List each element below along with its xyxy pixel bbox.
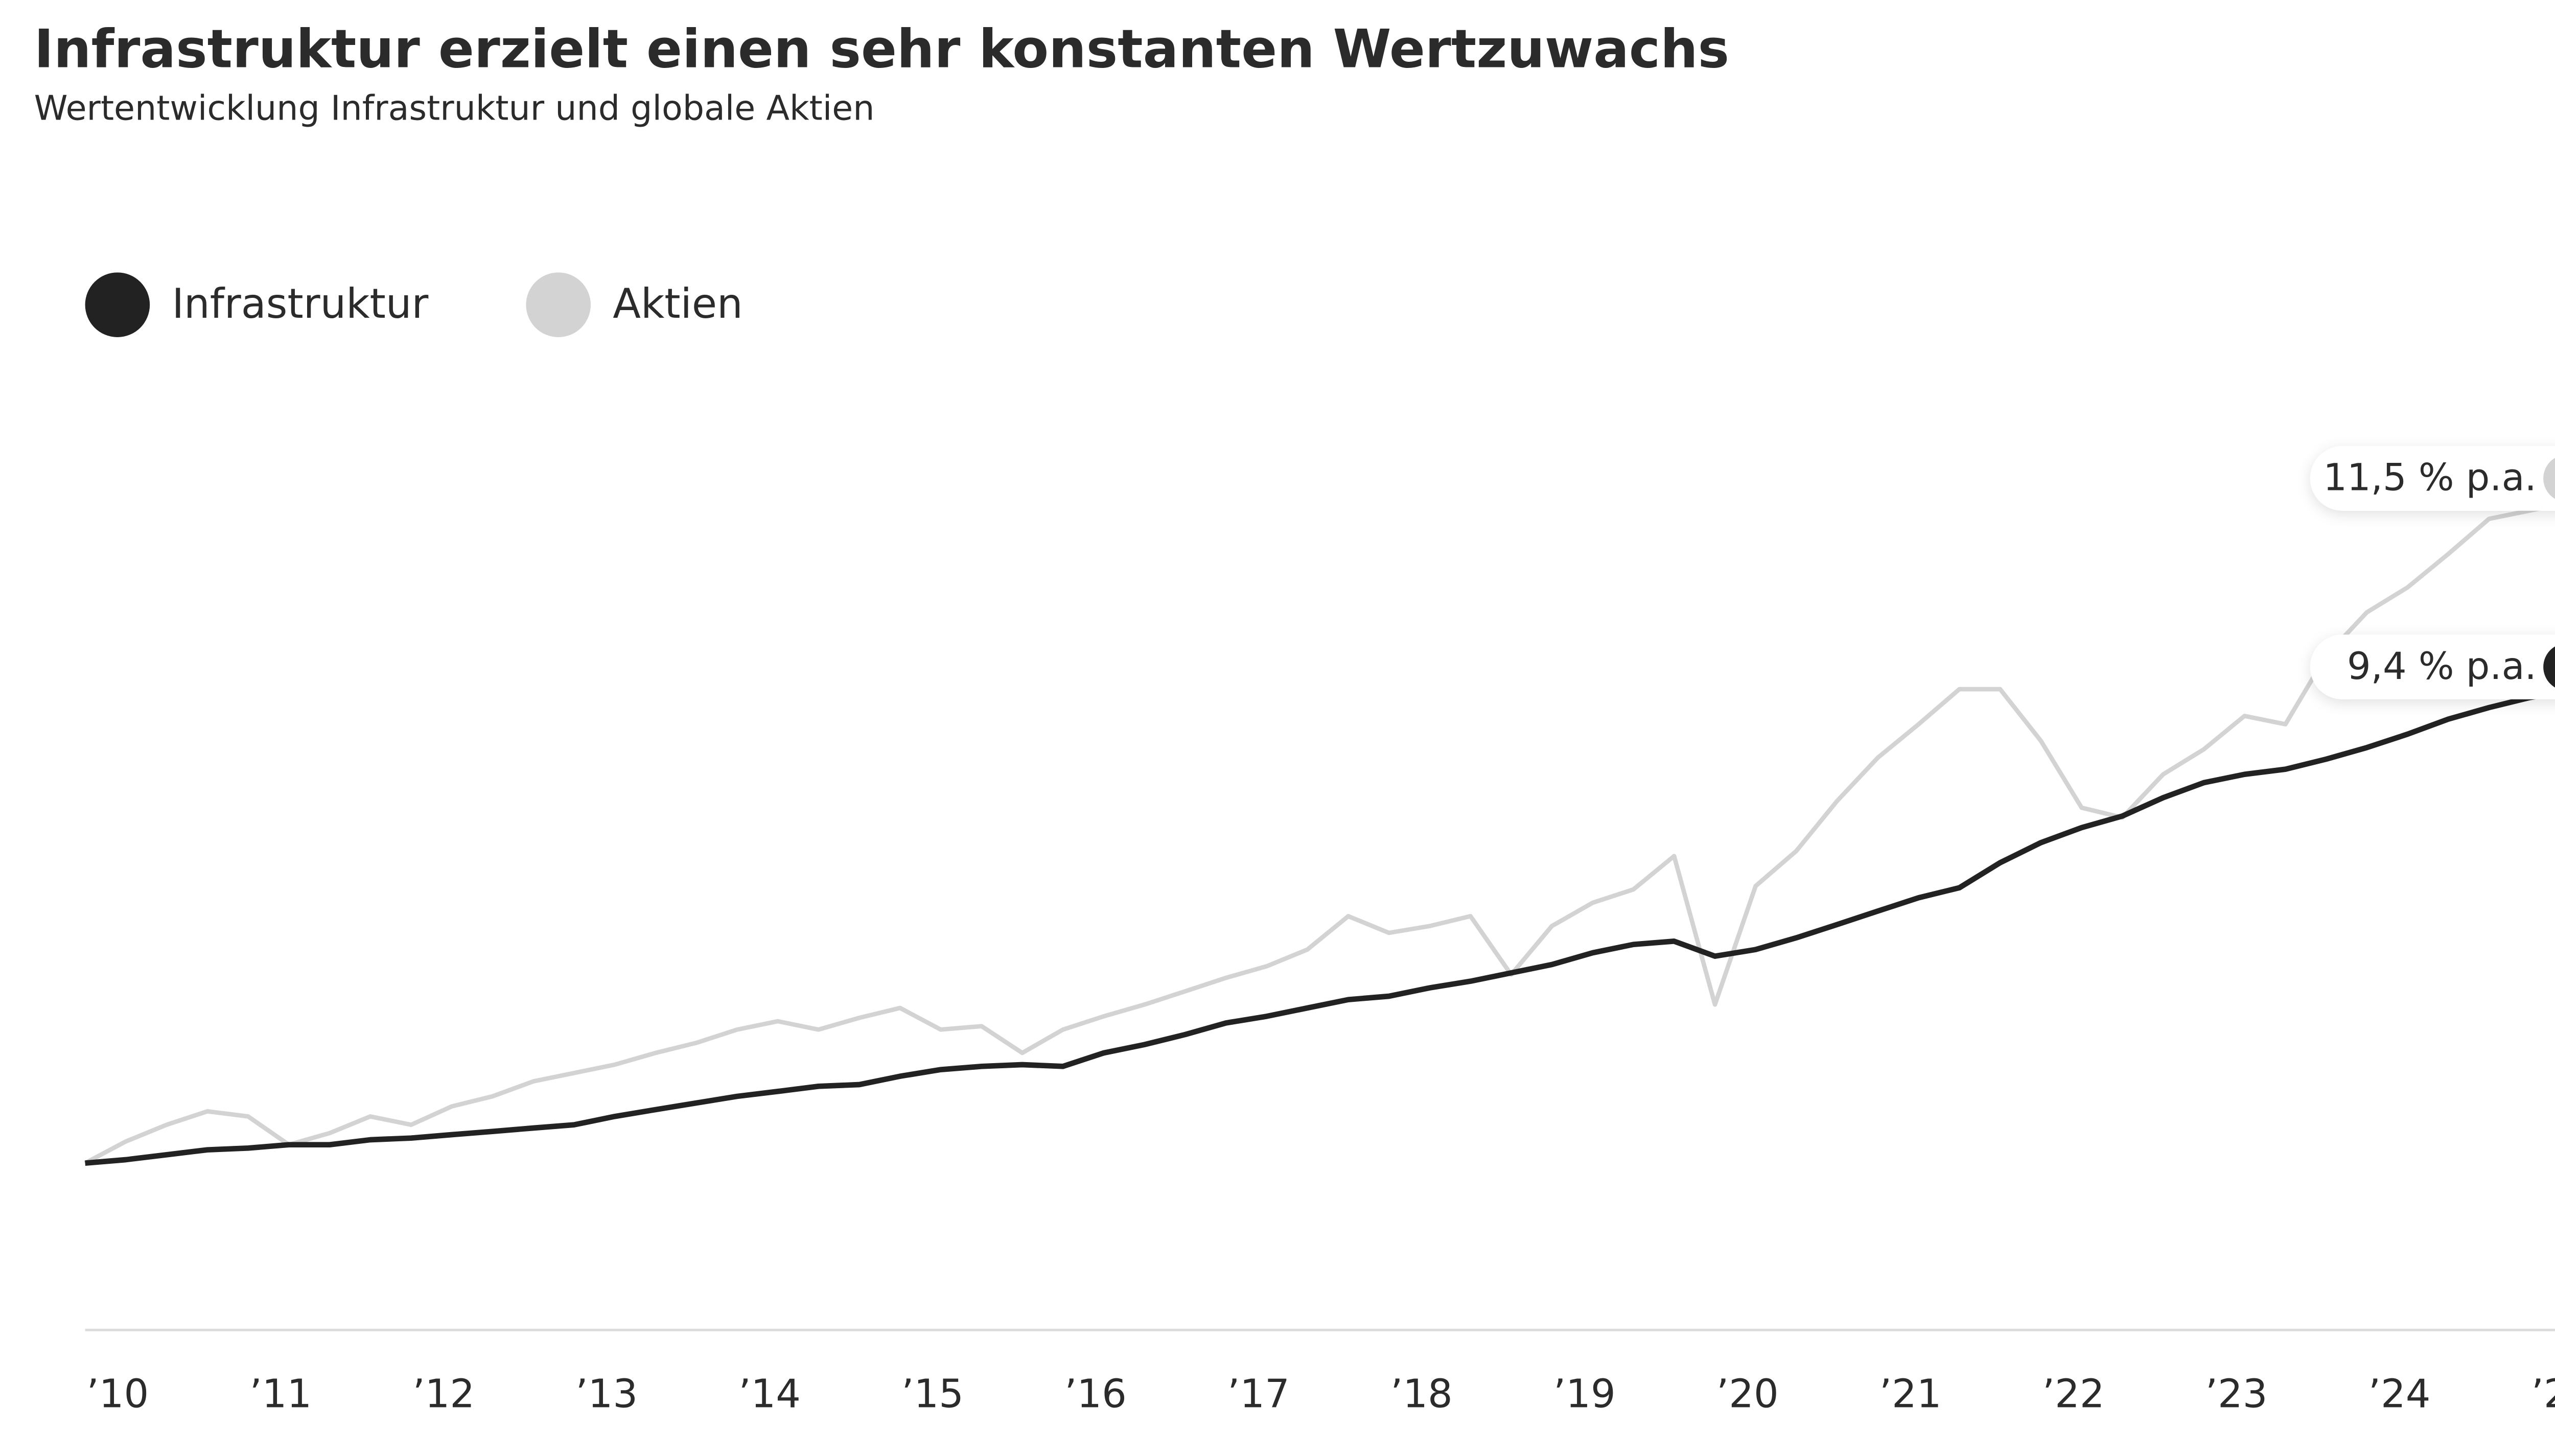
x-tick-label: ’16	[1064, 1371, 1127, 1417]
x-tick-label: ’20	[1716, 1371, 1779, 1417]
end-annotation: 11,5 % p.a.	[2310, 446, 2555, 511]
series-line	[84, 503, 2555, 1165]
legend-label: Aktien	[613, 280, 742, 327]
annotation-pill	[2310, 635, 2555, 699]
x-tick-label: ’23	[2205, 1371, 2268, 1417]
x-tick-label: ’21	[1879, 1371, 1942, 1417]
x-tick-label: ’22	[2042, 1371, 2105, 1417]
legend-label: Infrastruktur	[172, 280, 428, 327]
x-tick-label: ’14	[738, 1371, 801, 1417]
annotation-label: 11,5 % p.a.	[2323, 456, 2536, 500]
annotation-pill	[2310, 446, 2555, 511]
x-tick-label: ’18	[1390, 1371, 1453, 1417]
x-tick-label: ’24	[2368, 1371, 2431, 1417]
annotation-label: 9,4 % p.a.	[2347, 645, 2537, 688]
x-tick-label: ’10	[86, 1371, 149, 1417]
chart-title: Infrastruktur erzielt einen sehr konstan…	[34, 19, 1730, 80]
x-tick-label: ’25	[2531, 1371, 2555, 1417]
legend-marker	[526, 272, 591, 337]
x-tick-label: ’12	[412, 1371, 475, 1417]
x-tick-label: ’15	[901, 1371, 964, 1417]
x-tick-label: ’11	[249, 1371, 312, 1417]
legend-marker	[85, 272, 150, 337]
annotation-dot	[2543, 646, 2555, 688]
x-tick-label: ’13	[575, 1371, 638, 1417]
annotation-dot	[2543, 458, 2555, 499]
x-tick-label: ’19	[1553, 1371, 1616, 1417]
end-annotation: 9,4 % p.a.	[2310, 635, 2555, 699]
series-line	[85, 690, 2555, 1166]
chart-subtitle: Wertentwicklung Infrastruktur und global…	[34, 88, 875, 128]
x-tick-label: ’17	[1227, 1371, 1290, 1417]
